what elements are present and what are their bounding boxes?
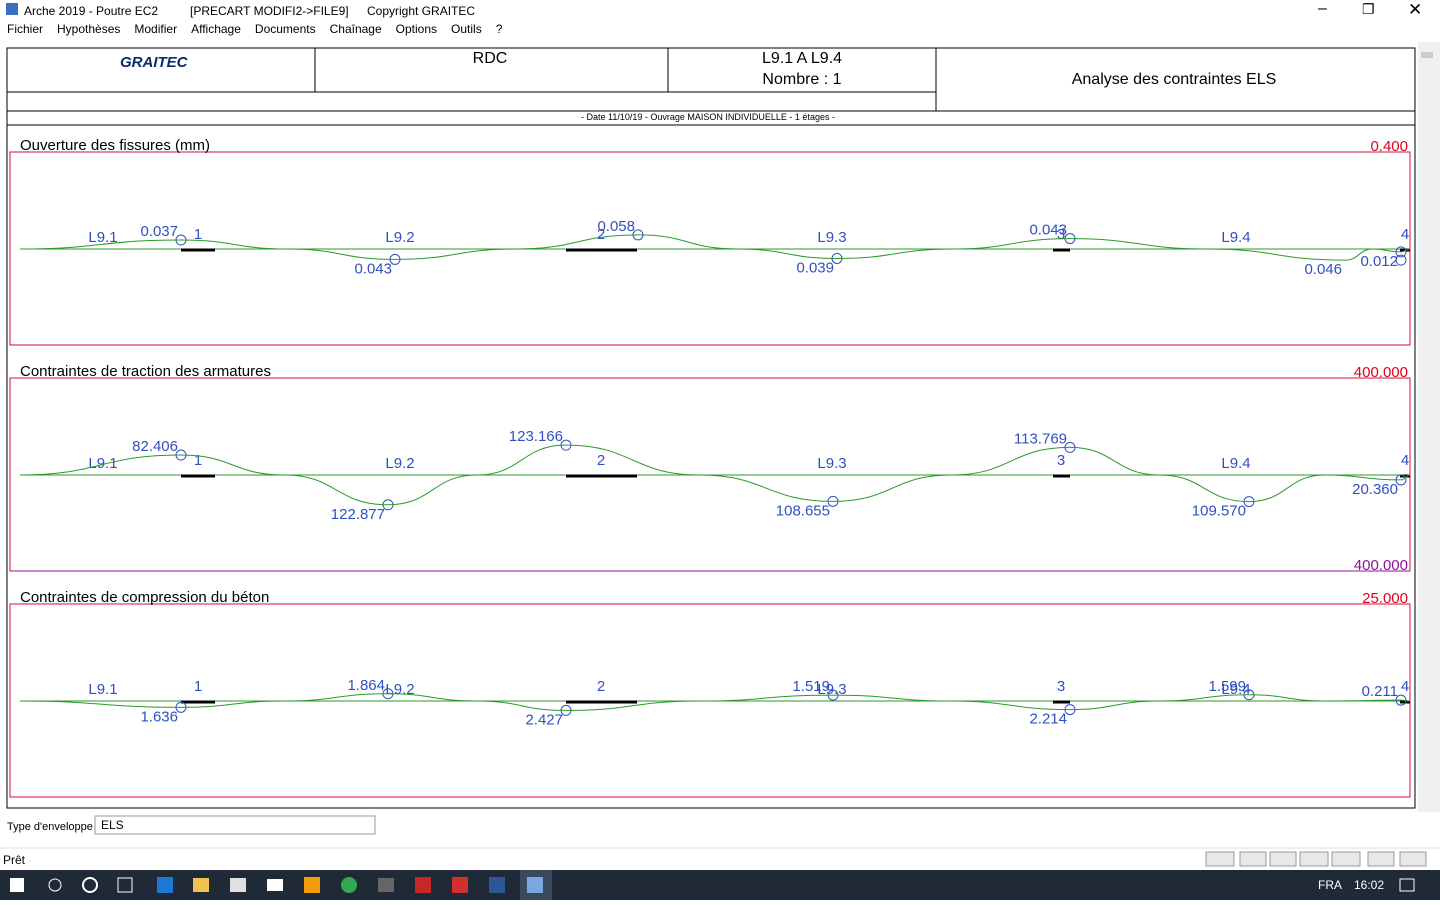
extreme-value: 0.043 xyxy=(354,260,392,277)
extreme-value: 123.166 xyxy=(509,428,563,445)
extreme-value: 0.046 xyxy=(1304,261,1342,278)
extreme-value: 0.037 xyxy=(140,223,178,240)
envelope-curve xyxy=(19,234,1411,261)
span-label: L9.2 xyxy=(385,455,414,472)
close-button[interactable]: ✕ xyxy=(1408,0,1423,19)
panel-title: Contraintes de traction des armatures xyxy=(20,363,271,380)
span-label: L9.1 xyxy=(88,229,117,246)
clock[interactable]: 16:02 xyxy=(1354,878,1384,892)
menu-item[interactable]: Modifier xyxy=(134,22,178,36)
span-label: L9.3 xyxy=(817,681,846,698)
extreme-value: 1.636 xyxy=(140,708,178,725)
extreme-value: 0.043 xyxy=(1029,222,1067,239)
support-label: 4 xyxy=(1401,678,1409,695)
support-label: 1 xyxy=(194,226,202,243)
menu-item[interactable]: Hypothèses xyxy=(57,22,121,36)
support-label: 1 xyxy=(194,452,202,469)
extreme-value: 82.406 xyxy=(132,438,178,455)
extreme-value: 1.599 xyxy=(1208,678,1246,695)
top-limit: 400.000 xyxy=(1354,364,1408,381)
menu-item[interactable]: Options xyxy=(395,22,438,36)
span-label: L9.4 xyxy=(1221,681,1250,698)
extreme-marker xyxy=(1395,254,1407,266)
extreme-value: 2.214 xyxy=(1029,711,1067,728)
extreme-value: 1.519 xyxy=(792,678,830,695)
support-label: 3 xyxy=(1057,452,1065,469)
support-label: 4 xyxy=(1401,226,1409,243)
menu-item[interactable]: Affichage xyxy=(191,22,241,36)
app-title: Arche 2019 - Poutre EC2 xyxy=(24,4,159,18)
bottom-limit: 400.000 xyxy=(1354,557,1408,574)
menu-item[interactable]: Documents xyxy=(254,22,316,36)
extreme-value: 0.039 xyxy=(796,259,834,276)
span-label: L9.4 xyxy=(1221,229,1250,246)
menu-item[interactable]: ? xyxy=(495,22,503,36)
support-label: 3 xyxy=(1057,226,1065,243)
sheet-title: Analyse des contraintes ELS xyxy=(1072,71,1277,88)
status-text: Prêt xyxy=(3,853,26,867)
support-label: 1 xyxy=(194,678,202,695)
extreme-value: 108.655 xyxy=(776,502,830,519)
title-bar: Arche 2019 - Poutre EC2 [PRECART MODIFI2… xyxy=(0,0,1440,22)
envelope-label: Type d'enveloppe xyxy=(7,821,93,833)
taskbar-icons: FRA 16:02 xyxy=(10,870,1415,900)
beams: L9.1 A L9.4 xyxy=(762,50,842,67)
top-limit: 0.400 xyxy=(1370,138,1408,155)
span-label: L9.3 xyxy=(817,455,846,472)
menu-item[interactable]: Chaînage xyxy=(329,22,382,36)
document-view: GRAITEC RDC L9.1 A L9.4 Nombre : 1 Analy… xyxy=(0,42,1440,870)
top-limit: 25.000 xyxy=(1362,590,1408,607)
extreme-value: 109.570 xyxy=(1192,503,1246,520)
extreme-value: 1.864 xyxy=(347,677,385,694)
panel-title: Ouverture des fissures (mm) xyxy=(20,137,210,154)
extreme-value: 0.012 xyxy=(1360,253,1398,270)
span-label: L9.1 xyxy=(88,455,117,472)
taskbar: FRA 16:02 xyxy=(0,870,1440,900)
span-label: L9.3 xyxy=(817,229,846,246)
info-line: - Date 11/10/19 - Ouvrage MAISON INDIVID… xyxy=(581,112,835,122)
menu-bar: Fichier Hypothèses Modifier Affichage Docume… xyxy=(0,22,1440,42)
maximize-button[interactable]: ❐ xyxy=(1362,1,1375,17)
extreme-value: 0.058 xyxy=(597,218,635,235)
span-label: L9.1 xyxy=(88,681,117,698)
language[interactable]: FRA xyxy=(1318,878,1342,892)
menu-item[interactable]: Outils xyxy=(451,22,482,36)
count: Nombre : 1 xyxy=(762,71,841,88)
support-label: 2 xyxy=(597,226,605,243)
support-label: 2 xyxy=(597,678,605,695)
extreme-value: 122.877 xyxy=(331,506,385,523)
minimize-button[interactable]: – xyxy=(1318,0,1327,17)
panel-title: Contraintes de compression du béton xyxy=(20,589,269,606)
support-label: 2 xyxy=(597,452,605,469)
menu-item[interactable]: Fichier xyxy=(7,22,44,36)
envelope-curve xyxy=(19,444,1411,506)
extreme-value: 20.360 xyxy=(1352,481,1398,498)
extreme-value: 2.427 xyxy=(525,711,563,728)
extreme-value: 113.769 xyxy=(1014,430,1067,447)
span-label: L9.2 xyxy=(385,229,414,246)
envelope-value[interactable]: ELS xyxy=(101,818,124,832)
support-label: 3 xyxy=(1057,678,1065,695)
logo: GRAITEC xyxy=(120,54,189,71)
file-name: [PRECART MODIFI2->FILE9] xyxy=(190,4,349,18)
extreme-value: 0.211 xyxy=(1362,683,1398,700)
span-label: L9.4 xyxy=(1221,455,1250,472)
level: RDC xyxy=(473,50,508,67)
support-label: 4 xyxy=(1401,452,1409,469)
envelope-curve xyxy=(19,693,1411,711)
copyright: Copyright GRAITEC xyxy=(367,4,476,18)
